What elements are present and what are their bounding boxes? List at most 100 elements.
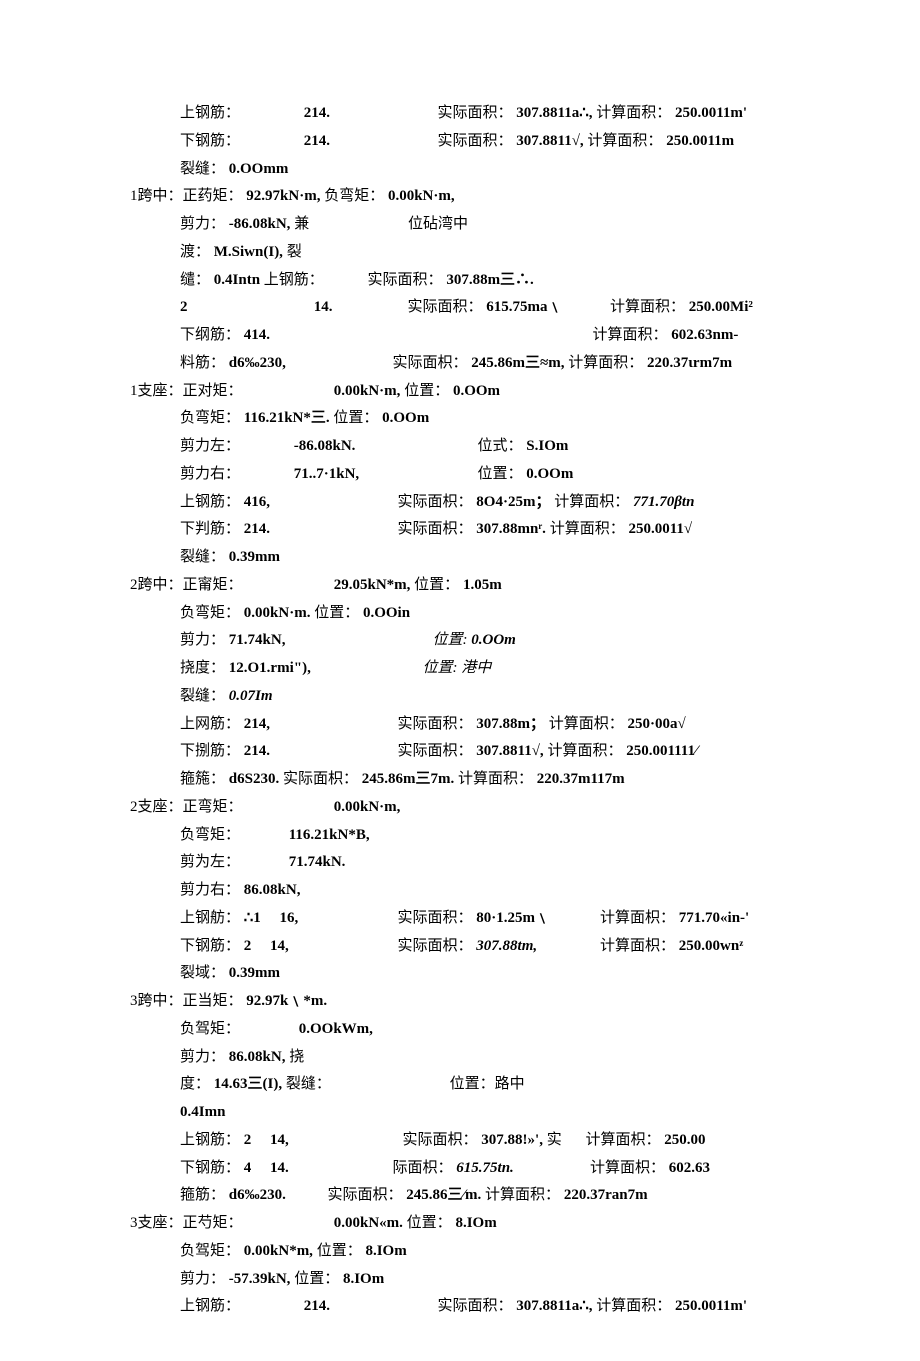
label: 裂缝： (180, 544, 225, 572)
label: 计算面积： (458, 766, 533, 794)
line: 剪为左： 71.74kN. (130, 849, 860, 877)
label: 位置： (333, 405, 378, 433)
value: 307.88tm, (476, 933, 596, 961)
label: 挠 (289, 1044, 304, 1072)
value: 71.74kN, (229, 627, 429, 655)
label: 裂缝： (180, 683, 225, 711)
value: 14. (314, 294, 404, 322)
value: 71..7·1kN, (294, 461, 474, 489)
line: 0.4Imn (130, 1099, 860, 1127)
label: 1支座：正对矩： (130, 378, 330, 406)
label: 位置： (317, 1238, 362, 1266)
label: 裂缝： (180, 156, 225, 184)
label: 渡： (180, 239, 210, 267)
line: 负驾矩： 0.00kN*m, 位置： 8.IOm (130, 1238, 860, 1266)
value: 8.IOm (365, 1238, 406, 1266)
value: 0.00kN·m, (388, 183, 455, 211)
value: 250.001111⁄ (626, 738, 697, 766)
label: 负弯矩： (324, 183, 384, 211)
label: 挠度： (180, 655, 225, 683)
label: 负驾矩： (180, 1238, 240, 1266)
support2-header: 2支座：正弯矩： 0.00kN·m, (130, 794, 860, 822)
value: 港中 (461, 655, 491, 683)
value: 2 14, (244, 933, 394, 961)
value: 214. (304, 128, 434, 156)
value: 615.75tn. (456, 1155, 586, 1183)
line: 剪力： -57.39kN, 位置： 8.IOm (130, 1266, 860, 1294)
value: 80·1.25m﹨ (476, 905, 596, 933)
line: 箍箷： d6S230. 实际面枳： 245.86m三7m. 计算面积： 220.… (130, 766, 860, 794)
value: 92.97k﹨*m. (246, 988, 327, 1016)
value: 0.39mm (229, 544, 280, 572)
support3-header: 3支座：正芍矩： 0.00kN«m. 位置： 8.IOm (130, 1210, 860, 1238)
label: 位置： (314, 600, 359, 628)
document-page: 上钢筋： 214. 实际面积： 307.8811a∴, 计算面积： 250.00… (0, 0, 920, 1361)
label: 剪力： (180, 211, 225, 239)
value: 214. (244, 738, 394, 766)
value: 245.86m三7m. (362, 766, 455, 794)
label: 计算面积： (550, 516, 625, 544)
value: 位置：路中 (450, 1071, 525, 1099)
label: 剪力： (180, 1266, 225, 1294)
label: 计算面枳： (549, 711, 624, 739)
label: 计算面枳： (554, 489, 629, 517)
value: 250.0011m (666, 128, 734, 156)
line: 料筋： d6‰230, 实际面枳： 245.86m三≈m, 计算面积： 220.… (130, 350, 860, 378)
value: 0.4Intn (214, 267, 260, 295)
value: 71.74kN. (289, 849, 346, 877)
line: 裂缝： 0.39mm (130, 544, 860, 572)
value: 250.00 (664, 1127, 705, 1155)
label: 实际面枳： (393, 350, 468, 378)
value: 29.05kN*m, (334, 572, 411, 600)
value: 307.88m； (476, 711, 545, 739)
label: 箍箷： (180, 766, 225, 794)
value: 0.OOkWm, (299, 1016, 373, 1044)
label: 计算面积： (568, 350, 643, 378)
label: 实际面枳： (328, 1182, 403, 1210)
label: 位置： (404, 378, 449, 406)
label: 下判筋： (180, 516, 240, 544)
value: 0.39mm (229, 960, 280, 988)
label: 剪力右： (180, 461, 290, 489)
label: 实际面积： (438, 128, 513, 156)
value: 0.OOm (471, 627, 516, 655)
line: 剪力左： -86.08kN. 位式： S.IOm (130, 433, 860, 461)
label: 计算面枳： (590, 1155, 665, 1183)
line: 下钢筋： 4 14. 际面枳： 615.75tn. 计算面枳： 602.63 (130, 1155, 860, 1183)
value: 116.21kN*B, (289, 822, 370, 850)
value: 615.75ma﹨ (486, 294, 606, 322)
value: ∴1 16, (244, 905, 394, 933)
value: 307.88!»', (481, 1127, 543, 1155)
value: -86.08kN. (294, 433, 474, 461)
value: 250·00a√ (628, 711, 686, 739)
value: 0.07Im (229, 683, 273, 711)
value: 0.00kN·m, (334, 794, 401, 822)
line: 下钢筋： 2 14, 实际面枳： 307.88tm, 计算面枳： 250.00w… (130, 933, 860, 961)
value: 250.00Mi² (689, 294, 753, 322)
line: 裂缝： 0.OOmm (130, 156, 860, 184)
label: 缱： (180, 267, 210, 295)
line: 裂缝： 0.07Im (130, 683, 860, 711)
value: 8.IOm (455, 1210, 496, 1238)
line: 上网筋： 214, 实际面积： 307.88m； 计算面枳： 250·00a√ (130, 711, 860, 739)
value: d6‰230, (229, 350, 389, 378)
label: 1跨中：正药矩： (130, 183, 243, 211)
line: 剪力右： 86.08kN, (130, 877, 860, 905)
label: 上钢舫： (180, 905, 240, 933)
label: 位置: (423, 655, 458, 683)
value: 0.00kN*m, (244, 1238, 313, 1266)
value: 86.08kN, (244, 877, 301, 905)
label: 计算面积： (587, 128, 662, 156)
line: 上钢舫： ∴1 16, 实际面积： 80·1.25m﹨ 计算面枳： 771.70… (130, 905, 860, 933)
label: 实际面积： (398, 711, 473, 739)
value: 771.70«in-' (679, 905, 749, 933)
label: 上钢筋： (180, 1293, 300, 1321)
line: 缱： 0.4Intn 上钢筋： 实际面积： 307.88m三∴. (130, 267, 860, 295)
line: 下纲筋： 414. 计算面积： 602.63nm- (130, 322, 860, 350)
value: 0.OOm (453, 378, 500, 406)
value: 250.0011m' (675, 1293, 747, 1321)
label: 位置: (433, 627, 468, 655)
value: 220.37m117m (537, 766, 625, 794)
value: 416, (244, 489, 394, 517)
value: -57.39kN, (229, 1266, 291, 1294)
